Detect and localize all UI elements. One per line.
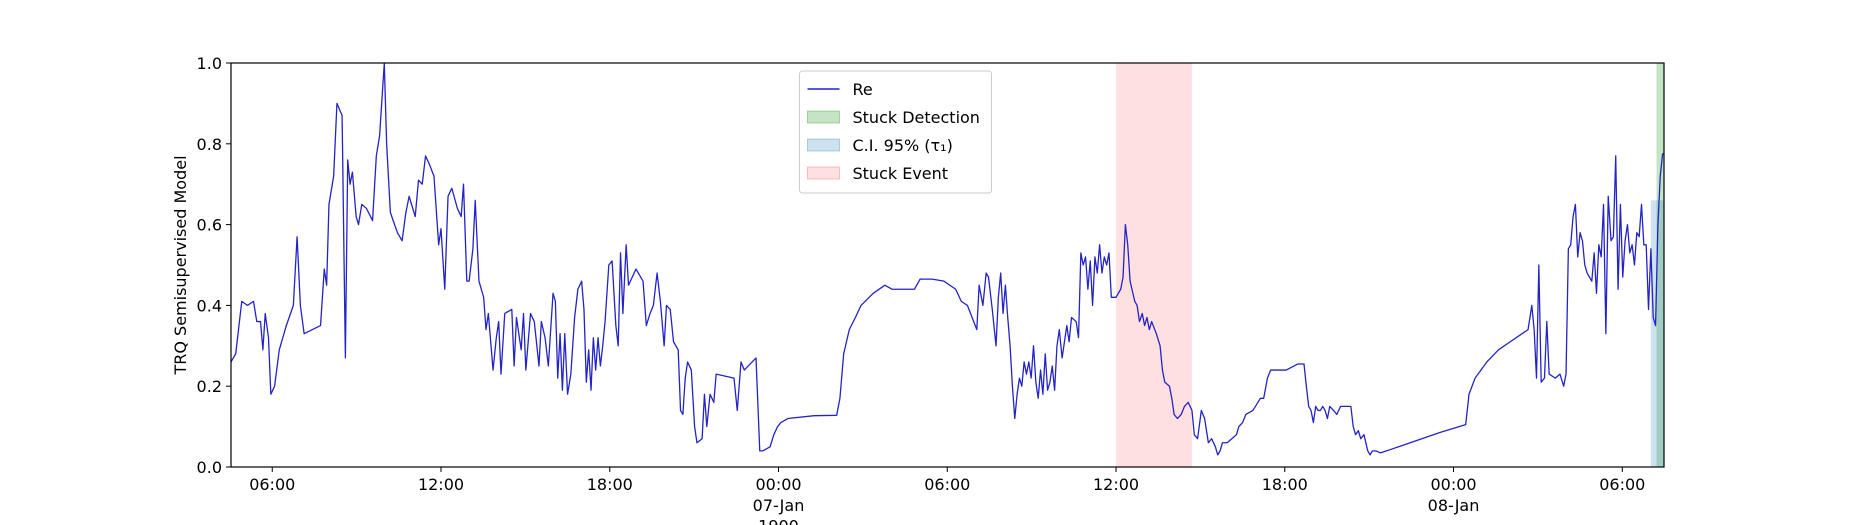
y-tick-label: 0.6 [197, 216, 222, 235]
legend-label: Stuck Detection [853, 108, 980, 127]
legend-patch [807, 110, 840, 124]
y-tick-label: 0.2 [197, 377, 222, 396]
y-tick-label: 0.4 [197, 296, 222, 315]
span [1656, 63, 1664, 467]
y-tick-label: 0.8 [197, 135, 222, 154]
span [1116, 63, 1192, 467]
y-tick-label: 0.0 [197, 458, 222, 477]
legend-box [799, 70, 992, 194]
x-tick-label: 12:00 [1093, 475, 1139, 494]
y-tick-label: 1.0 [197, 54, 222, 73]
line [230, 62, 1664, 456]
x-tick-label: 00:00 08-Jan [1428, 475, 1480, 515]
legend: Re Stuck Detection C.I. 95% (τ₁) Stuck Even… [799, 70, 992, 194]
x-tick-label: 18:00 [587, 475, 633, 494]
y-axis-label: TRQ Semisupervised Model [171, 155, 190, 375]
x-tick-label: 12:00 [418, 475, 464, 494]
x-tick-label: 06:00 [249, 475, 295, 494]
x-tick-label: 06:00 [924, 475, 970, 494]
x-tick-label: 18:00 [1262, 475, 1308, 494]
span [1650, 200, 1664, 468]
legend-patch [807, 166, 840, 180]
legend-label: Stuck Event [853, 164, 949, 183]
legend-label: C.I. 95% (τ₁) [853, 136, 953, 155]
legend-patch [807, 138, 840, 152]
legend-label: Re [853, 80, 873, 99]
x-tick-label: 06:00 [1599, 475, 1645, 494]
